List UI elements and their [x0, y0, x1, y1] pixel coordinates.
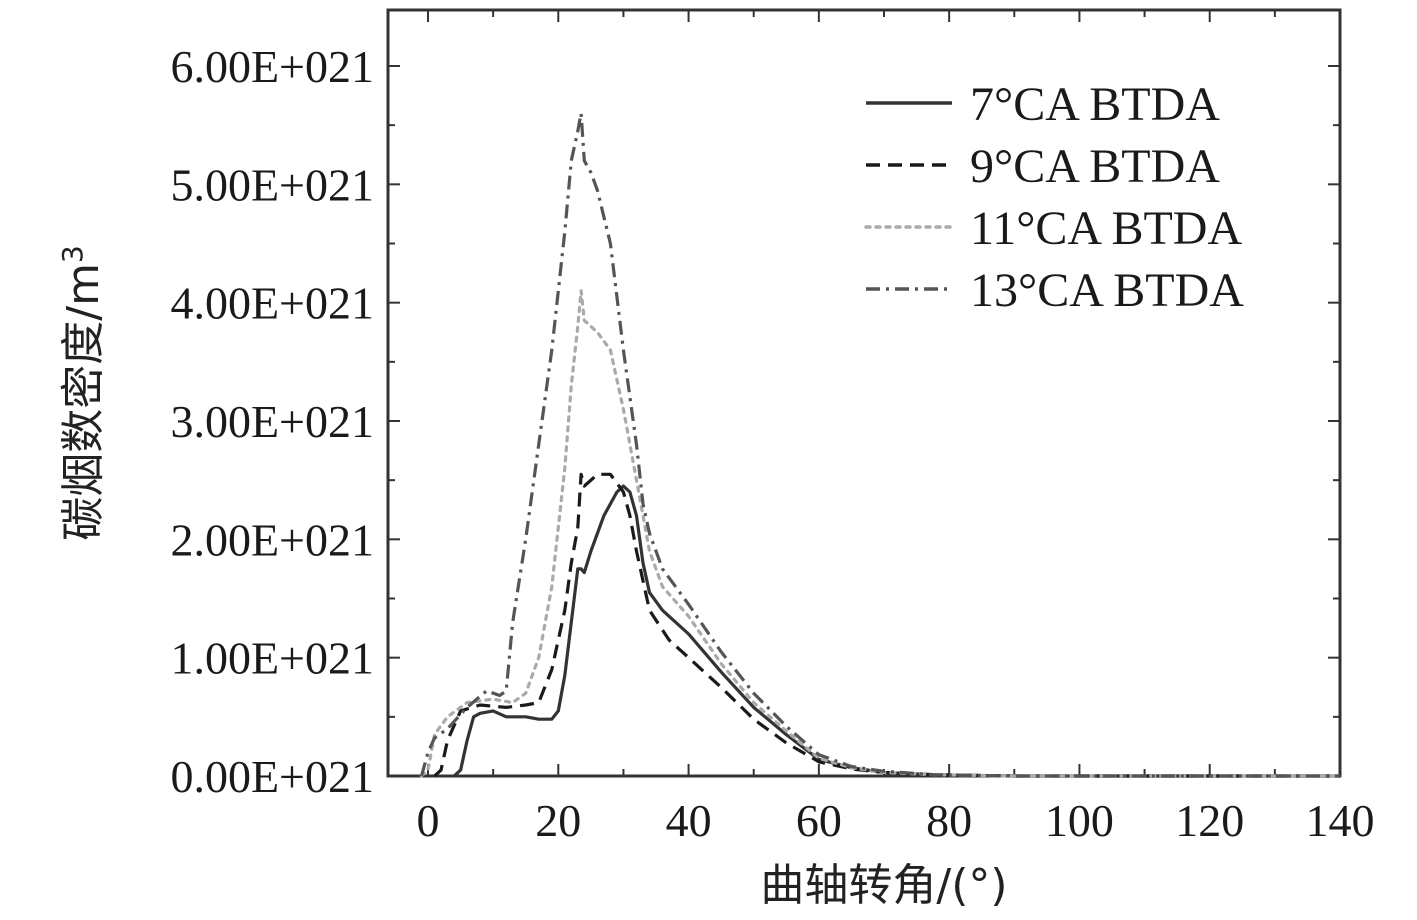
y-tick-label: 3.00E+021	[170, 396, 374, 447]
y-tick-label: 5.00E+021	[170, 159, 374, 210]
y-axis-title-main: 碳烟数密度/m	[58, 263, 109, 541]
x-tick-label: 0	[417, 795, 440, 846]
x-tick-label: 80	[926, 795, 972, 846]
x-tick-label: 40	[666, 795, 712, 846]
x-axis-title: 曲轴转角/(°)	[760, 860, 1007, 911]
x-tick-label: 60	[796, 795, 842, 846]
y-tick-label: 1.00E+021	[170, 633, 374, 684]
legend-label-4: 13°CA BTDA	[970, 264, 1244, 317]
plot-frame	[386, 8, 1342, 778]
y-axis-title-superscript: 3	[56, 245, 89, 263]
y-tick-label: 4.00E+021	[170, 278, 374, 329]
x-tick-label: 100	[1045, 795, 1114, 846]
legend-label-2: 9°CA BTDA	[970, 140, 1220, 193]
x-tick-label: 140	[1306, 795, 1375, 846]
y-axis-ticks: 0.00E+021 1.00E+021 2.00E+021 3.00E+021 4.00…	[170, 41, 1340, 802]
x-tick-label: 120	[1175, 795, 1244, 846]
series-line-1	[453, 484, 1340, 778]
y-tick-label: 6.00E+021	[170, 41, 374, 92]
y-tick-label: 2.00E+021	[170, 514, 374, 565]
legend-label-1: 7°CA BTDA	[970, 78, 1220, 131]
x-axis-ticks: 0 20 40 60 80 100 120 140	[417, 10, 1375, 846]
legend: 7°CA BTDA 9°CA BTDA 11°CA BTDA 13°CA BTDA	[864, 78, 1244, 317]
legend-label-3: 11°CA BTDA	[970, 202, 1242, 255]
y-axis-title: 碳烟数密度/m3	[56, 245, 109, 541]
series-line-4	[419, 111, 1340, 778]
series-line-2	[433, 472, 1340, 778]
series-layer	[419, 111, 1342, 778]
y-tick-label: 0.00E+021	[170, 751, 374, 802]
x-tick-label: 20	[535, 795, 581, 846]
